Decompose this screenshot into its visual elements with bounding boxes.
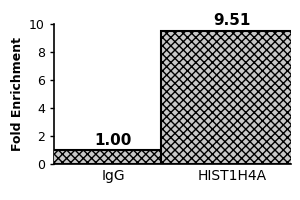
Text: 1.00: 1.00 xyxy=(94,133,132,148)
Text: 9.51: 9.51 xyxy=(213,13,250,28)
Y-axis label: Fold Enrichment: Fold Enrichment xyxy=(11,37,23,151)
Bar xyxy=(161,31,300,164)
Bar xyxy=(42,150,184,164)
